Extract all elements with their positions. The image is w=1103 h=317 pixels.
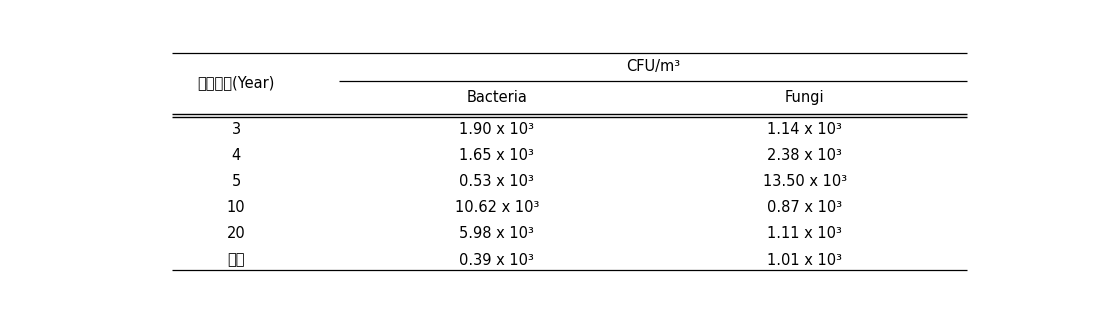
Text: Fungi: Fungi (785, 90, 824, 105)
Text: 외부: 외부 (227, 253, 245, 268)
Text: 2.38 x 10³: 2.38 x 10³ (768, 148, 842, 163)
Text: 10: 10 (227, 200, 246, 216)
Text: 20: 20 (227, 226, 246, 242)
Text: 0.87 x 10³: 0.87 x 10³ (767, 200, 843, 216)
Text: 3: 3 (232, 122, 240, 137)
Text: 10.62 x 10³: 10.62 x 10³ (454, 200, 539, 216)
Text: 1.90 x 10³: 1.90 x 10³ (460, 122, 534, 137)
Text: 13.50 x 10³: 13.50 x 10³ (762, 174, 847, 189)
Text: 0.53 x 10³: 0.53 x 10³ (460, 174, 534, 189)
Text: 재배기간(Year): 재배기간(Year) (197, 75, 275, 91)
Text: 1.11 x 10³: 1.11 x 10³ (768, 226, 842, 242)
Text: Bacteria: Bacteria (467, 90, 527, 105)
Text: 5: 5 (232, 174, 240, 189)
Text: 1.01 x 10³: 1.01 x 10³ (768, 253, 842, 268)
Text: CFU/m³: CFU/m³ (625, 59, 679, 74)
Text: 4: 4 (232, 148, 240, 163)
Text: 1.14 x 10³: 1.14 x 10³ (768, 122, 842, 137)
Text: 5.98 x 10³: 5.98 x 10³ (460, 226, 534, 242)
Text: 0.39 x 10³: 0.39 x 10³ (460, 253, 534, 268)
Text: 1.65 x 10³: 1.65 x 10³ (460, 148, 534, 163)
